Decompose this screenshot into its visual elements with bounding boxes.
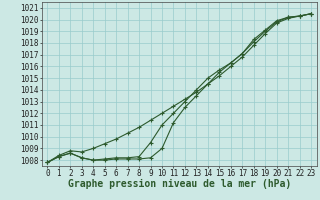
X-axis label: Graphe pression niveau de la mer (hPa): Graphe pression niveau de la mer (hPa): [68, 179, 291, 189]
